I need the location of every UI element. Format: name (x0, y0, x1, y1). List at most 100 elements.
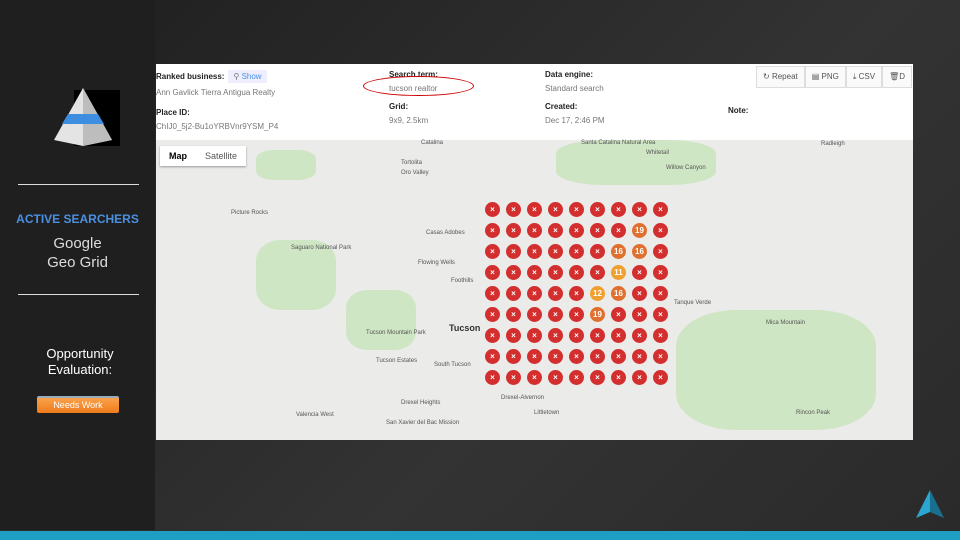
grid-point[interactable]: × (569, 223, 584, 238)
grid-point[interactable]: × (611, 349, 626, 364)
grid-point[interactable]: × (653, 349, 668, 364)
grid-point[interactable]: × (506, 223, 521, 238)
grid-point[interactable]: × (527, 286, 542, 301)
grid-point[interactable]: × (485, 223, 500, 238)
grid-point[interactable]: × (632, 286, 647, 301)
grid-point[interactable]: × (569, 328, 584, 343)
grid-point[interactable]: × (506, 286, 521, 301)
grid-point[interactable]: 19 (632, 223, 647, 238)
grid-point[interactable]: × (590, 202, 605, 217)
grid-point[interactable]: × (569, 244, 584, 259)
grid-point[interactable]: × (569, 307, 584, 322)
grid-point[interactable]: × (485, 202, 500, 217)
map-label: Casas Adobes (426, 230, 465, 236)
grid-point[interactable]: × (590, 244, 605, 259)
grid-point[interactable]: × (611, 370, 626, 385)
grid-point[interactable]: × (548, 223, 563, 238)
grid-point[interactable]: 16 (611, 286, 626, 301)
grid-point[interactable]: × (506, 349, 521, 364)
grid-point[interactable]: × (548, 265, 563, 280)
grid-point[interactable]: × (506, 244, 521, 259)
grid-point[interactable]: × (527, 265, 542, 280)
divider (18, 184, 139, 185)
grid-point[interactable]: × (506, 328, 521, 343)
grid-point[interactable]: × (590, 349, 605, 364)
grid-point[interactable]: × (548, 328, 563, 343)
grid-point[interactable]: × (548, 202, 563, 217)
grid-point[interactable]: × (506, 202, 521, 217)
grid-point[interactable]: × (485, 307, 500, 322)
grid-point[interactable]: × (569, 349, 584, 364)
grid-point[interactable]: × (569, 370, 584, 385)
grid-point[interactable]: × (653, 328, 668, 343)
grid-point[interactable]: × (527, 202, 542, 217)
subtitle-line: Geo Grid (47, 254, 108, 271)
trash-icon: 🗑 (889, 72, 900, 81)
grid-point[interactable]: × (653, 202, 668, 217)
grid-point[interactable]: × (653, 223, 668, 238)
grid-point[interactable]: × (653, 307, 668, 322)
grid-point[interactable]: × (632, 202, 647, 217)
grid-point[interactable]: × (590, 370, 605, 385)
grid-point[interactable]: × (527, 307, 542, 322)
grid-point[interactable]: × (485, 265, 500, 280)
grid-point[interactable]: × (590, 265, 605, 280)
grid-point[interactable]: × (485, 370, 500, 385)
place-id: Place ID: ChIJ0_5j2-Bu1oYRBVnr9YSM_P4 (156, 108, 278, 131)
grid-point[interactable]: × (632, 370, 647, 385)
map[interactable]: Map Satellite Tortolita Oro Valley Catalin… (156, 140, 913, 440)
grid-point[interactable]: × (527, 370, 542, 385)
grid-point[interactable]: × (548, 370, 563, 385)
grid-point[interactable]: × (632, 265, 647, 280)
grid-point[interactable]: × (632, 307, 647, 322)
grid-point[interactable]: × (527, 223, 542, 238)
grid-point[interactable]: × (590, 223, 605, 238)
grid-point[interactable]: × (653, 286, 668, 301)
grid-point[interactable]: × (485, 286, 500, 301)
grid-point[interactable]: × (527, 349, 542, 364)
grid-point[interactable]: × (569, 265, 584, 280)
delete-button[interactable]: 🗑D (882, 66, 913, 88)
grid-point[interactable]: × (506, 307, 521, 322)
grid-point[interactable]: × (485, 349, 500, 364)
grid-point[interactable]: 12 (590, 286, 605, 301)
map-label: Mica Mountain (766, 320, 806, 326)
csv-button[interactable]: ⤓ CSV (845, 66, 883, 88)
grid-point[interactable]: × (611, 223, 626, 238)
grid-point[interactable]: × (506, 265, 521, 280)
grid-point[interactable]: 11 (611, 265, 626, 280)
grid-point[interactable]: 16 (611, 244, 626, 259)
grid-point[interactable]: × (485, 328, 500, 343)
grid-point[interactable]: × (632, 328, 647, 343)
grid-point[interactable]: × (485, 244, 500, 259)
grid-point[interactable]: × (548, 244, 563, 259)
grid-point[interactable]: × (548, 307, 563, 322)
pyramid-logo-icon (54, 88, 120, 146)
repeat-button[interactable]: ↻ Repeat (756, 66, 805, 88)
grid-point[interactable]: × (569, 286, 584, 301)
grid-point[interactable]: × (632, 349, 647, 364)
value: 9x9, 2.5km (389, 116, 429, 125)
grid-point[interactable]: × (527, 328, 542, 343)
grid-point[interactable]: × (548, 349, 563, 364)
tab-satellite[interactable]: Satellite (205, 151, 238, 161)
grid-point[interactable]: 19 (590, 307, 605, 322)
grid-point[interactable]: × (527, 244, 542, 259)
grid-point[interactable]: × (590, 328, 605, 343)
grid-point[interactable]: × (569, 202, 584, 217)
png-button[interactable]: ▤ PNG (804, 66, 846, 88)
grid-point[interactable]: × (611, 307, 626, 322)
map-label: Littletown (534, 410, 560, 416)
grid-point[interactable]: × (653, 265, 668, 280)
highlight-oval (363, 76, 474, 96)
grid-point[interactable]: × (653, 370, 668, 385)
grid-point[interactable]: 16 (632, 244, 647, 259)
grid-point[interactable]: × (548, 286, 563, 301)
map-label: Oro Valley (401, 170, 429, 176)
show-button[interactable]: ⚲ Show (228, 70, 267, 83)
grid-point[interactable]: × (611, 328, 626, 343)
grid-point[interactable]: × (506, 370, 521, 385)
grid-point[interactable]: × (611, 202, 626, 217)
tab-map[interactable]: Map (169, 151, 187, 161)
grid-point[interactable]: × (653, 244, 668, 259)
